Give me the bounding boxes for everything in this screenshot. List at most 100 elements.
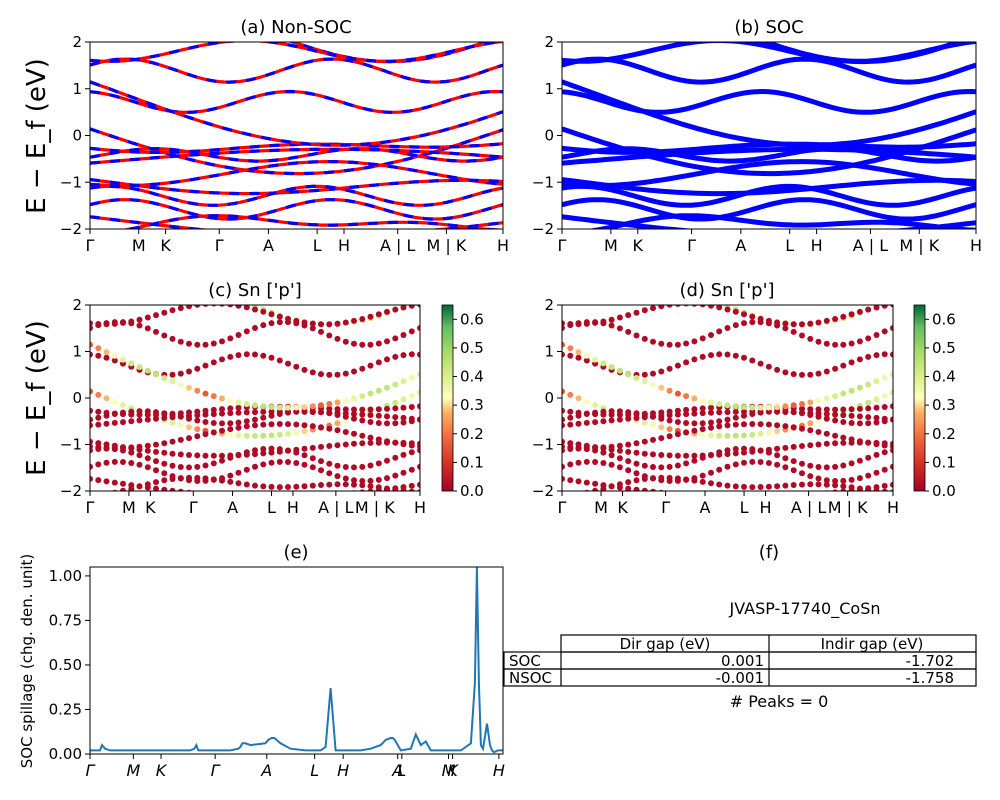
- projection-dot: [367, 313, 374, 320]
- projection-dot: [790, 371, 797, 378]
- projection-dot: [848, 387, 855, 394]
- projection-dot: [691, 406, 698, 413]
- projection-dot: [153, 312, 159, 319]
- kpoint-label: H: [337, 761, 349, 780]
- projection-dot: [161, 449, 168, 456]
- projection-dot: [359, 440, 366, 447]
- projection-dot: [95, 421, 102, 428]
- projection-dot: [848, 412, 855, 419]
- projection-dot: [375, 311, 382, 318]
- projection-dot: [210, 406, 217, 413]
- projection-dot: [260, 483, 267, 490]
- projection-dot: [823, 406, 830, 413]
- projection-dot: [848, 406, 855, 413]
- projection-dot: [260, 495, 266, 501]
- projection-dot: [865, 472, 872, 479]
- projection-dot: [716, 481, 723, 488]
- projection-dot: [666, 452, 673, 459]
- projection-dot: [608, 483, 615, 490]
- projection-dot: [342, 464, 349, 470]
- projection-dot: [384, 439, 390, 446]
- projection-dot: [309, 325, 316, 332]
- projection-dot: [186, 435, 192, 442]
- projection-dot: [392, 472, 399, 479]
- projection-dot: [202, 462, 209, 469]
- projection-dot: [724, 402, 731, 409]
- projection-dot: [650, 413, 656, 420]
- panel-a-frame: [89, 41, 504, 230]
- projection-dot: [823, 395, 830, 402]
- band-line-spin-down: [90, 160, 503, 188]
- kpoint-label: M | K: [355, 498, 395, 517]
- projection-dot: [260, 421, 267, 428]
- projection-dot: [592, 272, 598, 278]
- projection-dot: [691, 305, 698, 307]
- projection-dot: [219, 457, 225, 464]
- projection-dot: [95, 321, 102, 327]
- projection-dot: [111, 446, 118, 453]
- projection-dot: [136, 408, 143, 415]
- kpoint-label: M | K: [828, 498, 868, 517]
- projection-dot: [128, 418, 135, 425]
- projection-dot: [592, 409, 599, 416]
- projection-dot: [749, 458, 756, 465]
- kpoint-label: A: [391, 761, 403, 780]
- ylabel-row2: E − E_f (eV): [22, 320, 52, 476]
- projection-dot: [873, 396, 880, 403]
- projection-dot: [169, 419, 176, 426]
- projection-dot: [136, 446, 143, 453]
- projection-dot: [741, 459, 747, 466]
- kpoint-label: Γ: [661, 498, 670, 517]
- projection-dot: [799, 425, 805, 432]
- projection-dot: [799, 481, 805, 488]
- projection-dot: [633, 415, 640, 421]
- ytick-label: 1: [544, 80, 554, 98]
- projection-dot: [309, 482, 316, 489]
- table-cell-nsoc-label: NSOC: [509, 669, 552, 687]
- projection-dot: [865, 414, 872, 421]
- projection-dot: [699, 305, 706, 308]
- projection-dot: [641, 371, 648, 378]
- projection-dot: [169, 487, 176, 491]
- projection-dot: [856, 413, 863, 420]
- projection-dot: [90, 438, 93, 445]
- projection-dot: [562, 341, 565, 348]
- projection-dot: [137, 270, 143, 276]
- projection-dot: [408, 328, 415, 335]
- projection-dot: [202, 452, 209, 459]
- projection-dot: [375, 420, 382, 426]
- projection-dot: [243, 351, 250, 358]
- projection-dot: [658, 384, 665, 391]
- projection-dot: [616, 481, 623, 488]
- panel-c-title: (c) Sn ['p']: [208, 280, 302, 301]
- projection-dot: [832, 411, 839, 418]
- projection-dot: [120, 402, 126, 408]
- projection-dot: [708, 332, 714, 338]
- projection-dot: [848, 439, 855, 446]
- projection-dot: [351, 340, 357, 347]
- projection-dot: [120, 447, 126, 454]
- band-line-soc: [562, 197, 976, 222]
- projection-dot: [625, 270, 631, 276]
- projection-dot: [708, 469, 714, 476]
- projection-dot: [417, 325, 420, 331]
- projection-dot: [650, 422, 656, 428]
- table-header-indir-gap: Indir gap (eV): [821, 635, 924, 653]
- projection-dot: [400, 419, 407, 426]
- projection-dot: [757, 404, 764, 411]
- projection-dot: [87, 283, 93, 289]
- projection-dot: [210, 411, 217, 418]
- projection-dot: [408, 374, 415, 381]
- projection-dot: [840, 362, 847, 369]
- projection-dot: [309, 455, 316, 462]
- gap-table: Dir gap (eV) Indir gap (eV) SOC 0.001 -1…: [503, 634, 977, 687]
- projection-dot: [816, 491, 822, 497]
- projection-dot: [583, 352, 590, 359]
- projection-dot: [144, 481, 151, 488]
- projection-dot: [408, 449, 415, 456]
- projection-dot: [243, 401, 250, 407]
- projection-dot: [774, 319, 781, 326]
- projection-dot: [392, 306, 399, 313]
- projection-dot: [658, 305, 665, 310]
- projection-dot: [417, 481, 420, 488]
